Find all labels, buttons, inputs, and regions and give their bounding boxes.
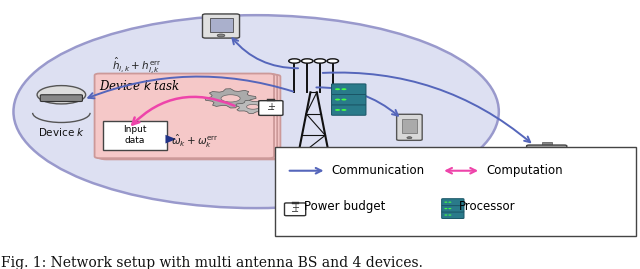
FancyBboxPatch shape	[95, 73, 274, 158]
Bar	[541, 142, 552, 146]
Circle shape	[301, 59, 313, 63]
Circle shape	[407, 137, 412, 139]
FancyBboxPatch shape	[98, 74, 277, 159]
Polygon shape	[236, 100, 271, 114]
Circle shape	[341, 88, 346, 90]
Text: +: +	[267, 102, 275, 112]
FancyBboxPatch shape	[202, 14, 239, 38]
Circle shape	[444, 201, 447, 203]
FancyBboxPatch shape	[103, 121, 168, 150]
Circle shape	[314, 59, 326, 63]
FancyBboxPatch shape	[40, 95, 83, 101]
Text: −: −	[291, 207, 299, 217]
Text: $\hat{h}_{l,k}+h^{\mathrm{err}}_{l,k}$: $\hat{h}_{l,k}+h^{\mathrm{err}}_{l,k}$	[113, 55, 162, 76]
Text: Communication: Communication	[332, 164, 424, 177]
Text: Computation: Computation	[486, 164, 563, 177]
FancyBboxPatch shape	[442, 199, 464, 206]
Text: Power budget: Power budget	[304, 200, 385, 213]
Circle shape	[289, 59, 300, 63]
Circle shape	[341, 99, 346, 101]
Text: Input
data: Input data	[123, 125, 147, 145]
Circle shape	[448, 214, 451, 216]
Circle shape	[341, 109, 346, 111]
FancyBboxPatch shape	[332, 105, 366, 115]
Circle shape	[448, 208, 451, 209]
FancyBboxPatch shape	[332, 94, 366, 105]
Circle shape	[221, 95, 240, 102]
FancyBboxPatch shape	[442, 211, 464, 218]
Text: Device $k$: Device $k$	[38, 126, 85, 138]
Text: Fig. 1: Network setup with multi antenna BS and 4 devices.: Fig. 1: Network setup with multi antenna…	[1, 256, 422, 269]
Text: Processor: Processor	[460, 200, 516, 213]
Bar	[209, 18, 232, 32]
Bar	[403, 119, 417, 133]
FancyBboxPatch shape	[101, 75, 280, 160]
FancyBboxPatch shape	[442, 205, 464, 212]
FancyBboxPatch shape	[259, 101, 283, 115]
FancyBboxPatch shape	[275, 147, 636, 236]
Circle shape	[335, 109, 340, 111]
Bar	[292, 202, 299, 204]
Circle shape	[335, 99, 340, 101]
Bar	[267, 99, 275, 101]
Circle shape	[217, 34, 225, 37]
Circle shape	[444, 208, 447, 209]
Text: Device $k$ task: Device $k$ task	[99, 79, 180, 93]
Circle shape	[37, 86, 86, 104]
Bar	[534, 148, 560, 157]
Circle shape	[327, 59, 339, 63]
FancyBboxPatch shape	[397, 114, 422, 140]
FancyBboxPatch shape	[332, 84, 366, 94]
Polygon shape	[205, 89, 256, 108]
Polygon shape	[166, 135, 176, 143]
Bar	[541, 159, 552, 164]
Circle shape	[246, 104, 259, 109]
Circle shape	[448, 201, 451, 203]
Text: $\hat{\omega}_k+\omega^{\mathrm{err}}_k$: $\hat{\omega}_k+\omega^{\mathrm{err}}_k$	[172, 133, 219, 150]
Text: +: +	[291, 203, 299, 213]
Text: −: −	[267, 105, 275, 115]
Circle shape	[444, 214, 447, 216]
FancyBboxPatch shape	[285, 203, 306, 216]
Ellipse shape	[13, 15, 499, 208]
FancyBboxPatch shape	[527, 145, 567, 160]
Circle shape	[335, 88, 340, 90]
